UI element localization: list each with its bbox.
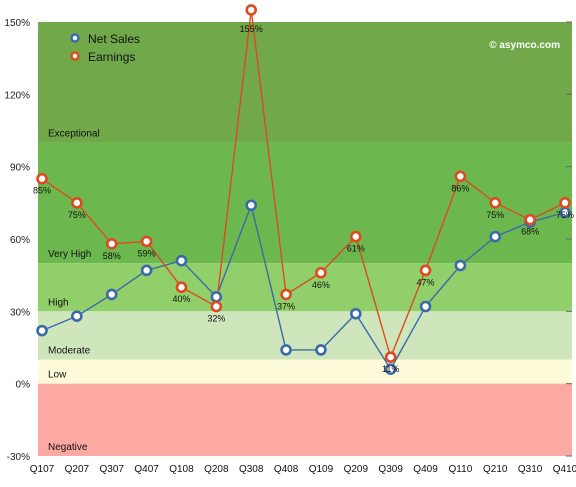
x-tick-label: Q208 xyxy=(204,464,229,475)
data-point xyxy=(315,344,327,356)
earnings-data-label: 75% xyxy=(486,210,504,220)
earnings-data-label: 61% xyxy=(347,244,365,254)
band-label-exceptional: Exceptional xyxy=(48,129,100,140)
data-point xyxy=(454,259,467,272)
y-tick-label: -30% xyxy=(7,452,30,463)
data-point xyxy=(384,351,397,363)
data-point xyxy=(140,235,153,248)
series-points xyxy=(36,4,571,376)
band-label-very-high: Very High xyxy=(48,249,91,260)
band-high xyxy=(38,263,572,312)
data-point xyxy=(384,363,397,376)
data-point xyxy=(524,213,536,226)
data-point xyxy=(489,197,502,209)
band-moderate xyxy=(38,311,572,360)
series-line-net-sales xyxy=(41,202,566,371)
earnings-data-label: 85% xyxy=(33,186,51,196)
x-tick-label: Q310 xyxy=(518,464,543,475)
data-point xyxy=(280,344,292,356)
legend-label-net-sales: Net Sales xyxy=(88,32,140,46)
data-point xyxy=(175,254,188,267)
y-tick-label: 120% xyxy=(4,90,30,101)
x-tick-label: Q407 xyxy=(134,464,159,475)
legend: Net Sales Earnings xyxy=(70,32,140,64)
x-tick-label: Q309 xyxy=(378,464,403,475)
x-tick-label: Q209 xyxy=(344,464,369,475)
earnings-data-label: 37% xyxy=(277,301,295,311)
earnings-data-label: 47% xyxy=(417,277,435,287)
x-tick-label: Q109 xyxy=(309,464,334,475)
data-point xyxy=(71,197,83,209)
band-low xyxy=(38,359,572,384)
data-point xyxy=(454,170,467,183)
series-line-earnings xyxy=(41,9,566,360)
earnings-data-label: 155% xyxy=(240,24,263,34)
band-label-low: Low xyxy=(48,370,67,381)
data-point xyxy=(105,288,118,301)
y-tick-label: 150% xyxy=(4,18,30,29)
data-point xyxy=(36,172,48,185)
x-tick-label: Q307 xyxy=(99,464,124,475)
data-point xyxy=(349,230,362,243)
earnings-data-label: 59% xyxy=(138,248,156,258)
x-tick-label: Q409 xyxy=(413,464,438,475)
bands-layer: Exceptional Very High High Moderate Low Negat… xyxy=(38,22,572,456)
x-tick-label: Q110 xyxy=(449,464,473,475)
data-point xyxy=(280,288,292,301)
data-point xyxy=(245,199,257,212)
data-point xyxy=(175,281,188,294)
earnings-data-label: 58% xyxy=(103,251,121,261)
data-point xyxy=(36,324,48,337)
legend-label-earnings: Earnings xyxy=(88,50,135,64)
data-point xyxy=(419,264,432,277)
x-tick-label: Q410 xyxy=(553,464,576,475)
x-tick-label: Q210 xyxy=(483,464,508,475)
band-label-high: High xyxy=(48,297,69,308)
earnings-data-label: 86% xyxy=(451,183,469,193)
data-point xyxy=(71,310,83,322)
x-tick-label: Q107 xyxy=(30,464,55,475)
earnings-data-label: 75% xyxy=(68,210,86,220)
data-point xyxy=(315,266,327,279)
data-point xyxy=(210,300,223,313)
band-label-negative: Negative xyxy=(48,442,88,453)
data-point xyxy=(105,238,118,250)
watermark: © asymco.com xyxy=(489,40,560,51)
data-point xyxy=(489,230,502,243)
earnings-data-label: 40% xyxy=(172,294,190,304)
y-tick-label: 60% xyxy=(10,235,30,246)
legend-marker-earnings xyxy=(70,51,80,61)
earnings-data-label: 11% xyxy=(382,364,399,374)
data-point xyxy=(245,4,257,16)
earnings-data-label: 46% xyxy=(312,280,330,290)
data-point xyxy=(559,197,571,209)
band-exceptional xyxy=(38,22,572,143)
earnings-data-label: 32% xyxy=(207,314,225,324)
x-axis: Q107 Q207 Q307 Q407 Q108 Q208 Q308 Q408 Q109 Q209… xyxy=(30,464,576,475)
data-point xyxy=(419,300,432,313)
data-point xyxy=(210,291,223,303)
band-label-moderate: Moderate xyxy=(48,346,91,357)
legend-marker-net-sales xyxy=(70,33,80,43)
earnings-data-label: 68% xyxy=(521,227,539,237)
y-tick-label: 90% xyxy=(10,163,30,174)
series-lines xyxy=(41,9,566,371)
band-negative xyxy=(38,383,572,456)
y-tick-label: 0% xyxy=(16,380,31,391)
earnings-data-label: 75% xyxy=(556,210,574,220)
x-tick-label: Q408 xyxy=(274,464,299,475)
data-point xyxy=(349,307,362,320)
x-tick-label: Q207 xyxy=(65,464,90,475)
x-tick-label: Q308 xyxy=(239,464,264,475)
y-tick-label: 30% xyxy=(10,307,30,318)
x-tick-label: Q108 xyxy=(169,464,194,475)
data-point xyxy=(140,264,153,277)
data-labels: 85% 75% 58% 59% 40% 32% 155% 37% 46% 61% 11% 47% 86%… xyxy=(33,24,574,374)
y-axis: 150% 120% 90% 60% 30% 0% -30% xyxy=(4,18,572,463)
